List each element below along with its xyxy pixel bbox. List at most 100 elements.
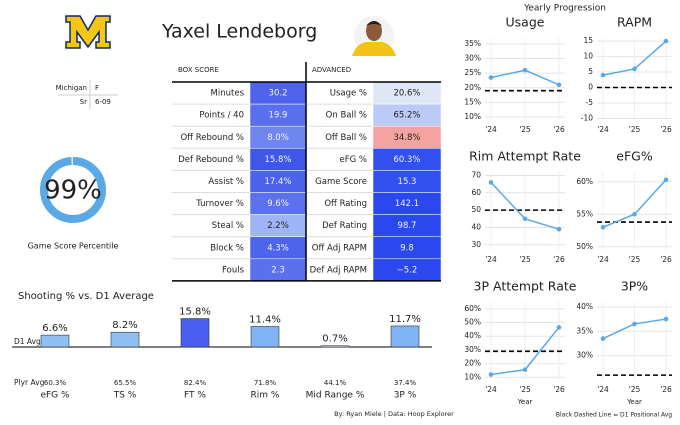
row-label: Usage %	[330, 89, 367, 99]
row-label: Assist %	[208, 177, 244, 187]
row-label: Def Rebound %	[178, 155, 244, 165]
x-tick-label: '25	[519, 255, 531, 264]
y-tick-label: 30	[471, 240, 481, 249]
row-value: 19.9	[269, 111, 288, 121]
y-tick-label: 50%	[576, 242, 593, 251]
value-label: 11.7%	[389, 314, 421, 325]
row-label: Block %	[210, 243, 244, 253]
chart-title: Shooting % vs. D1 Average	[18, 291, 154, 302]
row-value: 65.2%	[393, 111, 420, 121]
y-tick-label: 60%	[464, 304, 481, 313]
player-avg: 37.4%	[394, 379, 417, 387]
y-tick-label: 30%	[576, 351, 593, 360]
x-tick-label: '24	[597, 125, 609, 134]
row-value: 20.6%	[393, 89, 420, 99]
row-value: 30.2	[269, 89, 288, 99]
y-tick-label: 15	[583, 36, 593, 45]
data-point	[600, 72, 606, 78]
row-value: 8.0%	[267, 133, 289, 143]
player-avg: 44.1%	[324, 379, 347, 387]
y-tick-label: 5	[588, 67, 593, 76]
x-tick-label: '25	[519, 385, 531, 394]
y-tick-label: 10	[583, 52, 593, 61]
x-tick-label: '24	[485, 125, 497, 134]
height: 6-09	[95, 98, 111, 106]
x-tick-label: '24	[597, 385, 609, 394]
data-point	[488, 180, 494, 185]
row-label: Off Ball %	[325, 133, 367, 143]
y-tick-label: 20%	[464, 359, 481, 368]
x-axis-label: Year	[517, 398, 533, 406]
y-tick-label: 70	[471, 170, 481, 179]
x-tick-label: '25	[519, 125, 531, 134]
value-label: 6.6%	[42, 323, 67, 334]
y-tick-label: 40%	[464, 331, 481, 340]
percentile-ring	[40, 157, 106, 223]
table-header: BOX SCORE	[178, 66, 219, 74]
y-tick-label: 10%	[464, 112, 481, 121]
row-label: Def Adj RAPM	[310, 265, 367, 275]
row-label: Turnover %	[195, 199, 244, 209]
row-value: −5.2	[397, 265, 418, 275]
x-tick-label: '26	[553, 125, 565, 134]
chart-title: RAPM	[617, 15, 652, 30]
bar	[250, 326, 280, 348]
y-tick-label: 20%	[464, 83, 481, 92]
x-tick-label: '25	[629, 255, 641, 264]
x-tick-label: '24	[485, 255, 497, 264]
row-value: 9.8	[400, 243, 414, 253]
data-point	[632, 211, 637, 217]
row-value: 60.3%	[393, 155, 420, 165]
row-label: Off Adj RAPM	[312, 243, 367, 253]
data-point	[663, 177, 669, 183]
y-tick-label: -5	[586, 98, 594, 107]
y-tick-label: 25%	[464, 68, 481, 77]
y-tick-label: -10	[581, 113, 593, 122]
chart-title: Rim Attempt Rate	[469, 149, 581, 164]
data-point	[556, 82, 562, 88]
bar	[40, 334, 70, 348]
percentile-label: Game Score Percentile	[28, 242, 119, 251]
row-label: eFG %	[340, 155, 367, 165]
position: F	[95, 84, 99, 92]
chart-title: 3P%	[621, 279, 648, 294]
category-label: Mid Range %	[306, 391, 365, 401]
class: Sr	[80, 98, 87, 106]
team-logo	[65, 15, 111, 49]
data-point	[488, 372, 494, 377]
headshot	[352, 16, 396, 56]
x-tick-label: '25	[629, 125, 641, 134]
y-tick-label: 30%	[464, 54, 481, 63]
data-point	[488, 75, 494, 80]
y-tick-label: 35%	[576, 326, 593, 335]
yearly-title: Yearly Progression	[523, 4, 606, 14]
row-value: 34.8%	[393, 133, 420, 143]
data-point	[556, 325, 562, 330]
chart-title: Usage	[506, 15, 545, 30]
y-tick-label: 30%	[464, 345, 481, 354]
row-value: 2.2%	[267, 221, 289, 231]
value-label: 15.8%	[179, 307, 211, 318]
y-tick-label: 60	[471, 188, 481, 197]
x-tick-label: '26	[660, 385, 672, 394]
row-value: 9.6%	[267, 199, 289, 209]
y-tick-label: 15%	[464, 97, 481, 106]
row-value: 17.4%	[264, 177, 291, 187]
player-name: Yaxel Lendeborg	[161, 21, 317, 43]
data-point	[632, 321, 637, 327]
row-value: 4.3%	[267, 243, 289, 253]
data-point	[663, 316, 669, 322]
y-tick-label: 40%	[576, 302, 593, 311]
x-tick-label: '26	[660, 255, 672, 264]
y-tick-label: 50%	[464, 318, 481, 327]
y-tick-label: 60%	[576, 177, 593, 186]
data-point	[632, 66, 637, 72]
row-label: Minutes	[211, 89, 245, 99]
row-value: 98.7	[398, 221, 417, 231]
x-tick-label: '25	[629, 385, 641, 394]
chart-title: eFG%	[616, 149, 653, 164]
row-label: Game Score	[315, 177, 367, 187]
percentile-value: 99%	[44, 176, 102, 206]
x-tick-label: '26	[553, 385, 565, 394]
